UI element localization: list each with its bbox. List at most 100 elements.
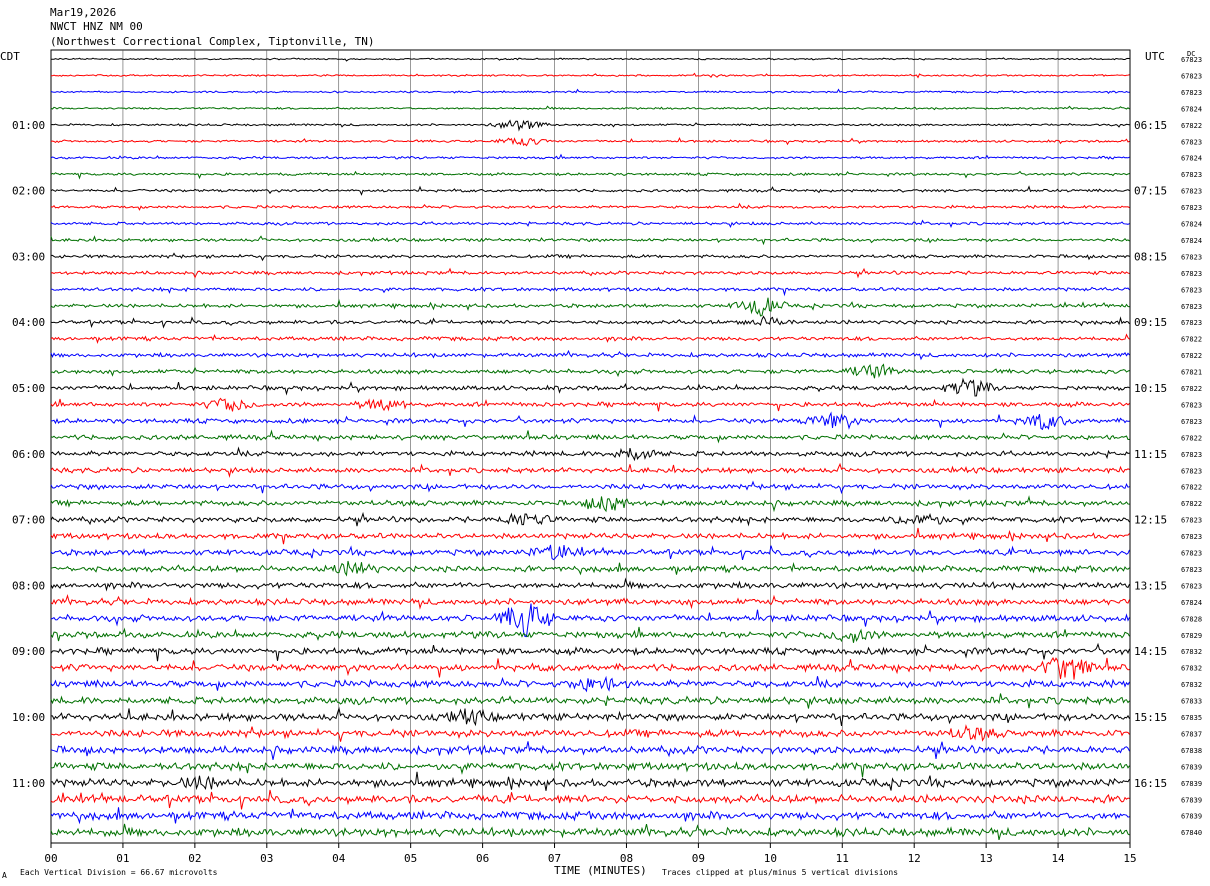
x-tick-label: 00: [44, 852, 57, 865]
dc-offset-label: 67823: [1181, 319, 1202, 327]
dc-offset-label: 67823: [1181, 418, 1202, 426]
trace-line: [50, 823, 1130, 841]
dc-offset-label: 67840: [1181, 829, 1202, 837]
right-hour-labels: 06:15 07:15 08:15 09:15 10:15 11:15 12:15 13:15…: [1134, 119, 1167, 790]
station-label: NWCT HNZ NM 00: [50, 20, 143, 33]
right-hour-label: 10:15: [1134, 382, 1167, 395]
trace-line: [50, 397, 1130, 412]
trace-line: [50, 807, 1130, 825]
trace-line: [50, 789, 1130, 810]
dc-offset-label: 67832: [1181, 648, 1202, 656]
dc-label: DC: [1187, 50, 1195, 58]
x-tick-label: 13: [980, 852, 993, 865]
left-hour-label: 11:00: [12, 777, 45, 790]
trace-line: [50, 119, 1130, 132]
dc-offset-label: 67822: [1181, 500, 1202, 508]
dc-offset-labels: 67823 67823 67823 67824 67822 67823 67824 67823…: [1181, 56, 1202, 837]
left-hour-label: 07:00: [12, 514, 45, 527]
dc-offset-label: 67823: [1181, 171, 1202, 179]
trace-line: [51, 72, 1130, 79]
trace-line: [50, 286, 1130, 297]
right-hour-label: 12:15: [1134, 514, 1167, 527]
trace-line: [50, 626, 1130, 643]
dc-offset-label: 67833: [1181, 698, 1202, 706]
trace-line: [50, 656, 1130, 680]
trace-line: [50, 544, 1130, 561]
x-tick-label: 10: [764, 852, 777, 865]
trace-line: [50, 462, 1130, 478]
scale-note: Each Vertical Division = 66.67 microvolt…: [20, 868, 218, 877]
trace-line: [50, 88, 1130, 94]
dc-offset-label: 67821: [1181, 369, 1202, 377]
corner-mark: A: [2, 871, 7, 880]
trace-line: [50, 760, 1130, 778]
right-timezone-label: UTC: [1145, 50, 1165, 63]
trace-line: [50, 170, 1130, 180]
dc-offset-label: 67822: [1181, 122, 1202, 130]
trace-line: [50, 511, 1130, 527]
dc-offset-label: 67823: [1181, 401, 1202, 409]
dc-offset-label: 67835: [1181, 714, 1202, 722]
trace-line: [50, 363, 1130, 379]
dc-offset-label: 67822: [1181, 336, 1202, 344]
trace-line: [50, 527, 1130, 545]
left-timezone-label: CDT: [0, 50, 20, 63]
trace-line: [50, 480, 1130, 495]
right-hour-label: 13:15: [1134, 579, 1167, 592]
dc-offset-label: 67837: [1181, 730, 1202, 738]
left-hour-label: 06:00: [12, 448, 45, 461]
right-hour-label: 09:15: [1134, 316, 1167, 329]
dc-offset-label: 67838: [1181, 747, 1202, 755]
dc-offset-label: 67824: [1181, 105, 1202, 113]
trace-line: [50, 495, 1130, 513]
dc-offset-label: 67822: [1181, 434, 1202, 442]
x-tick-label: 09: [692, 852, 705, 865]
dc-offset-label: 67824: [1181, 599, 1202, 607]
dc-offset-label: 67822: [1181, 484, 1202, 492]
x-tick-label: 15: [1123, 852, 1136, 865]
x-tick-label: 12: [908, 852, 921, 865]
dc-offset-label: 67824: [1181, 155, 1202, 163]
trace-line: [50, 577, 1130, 592]
x-tick-label: 05: [404, 852, 417, 865]
trace-line: [50, 675, 1130, 693]
dc-offset-label: 67832: [1181, 665, 1202, 673]
date-label: Mar19,2026: [50, 6, 116, 19]
dc-offset-label: 67823: [1181, 533, 1202, 541]
dc-offset-label: 67823: [1181, 253, 1202, 261]
traces: [50, 57, 1130, 841]
trace-line: [51, 252, 1130, 262]
dc-offset-label: 67839: [1181, 813, 1202, 821]
right-hour-label: 16:15: [1134, 777, 1167, 790]
dc-offset-label: 67823: [1181, 566, 1202, 574]
trace-line: [50, 741, 1130, 760]
left-hour-label: 08:00: [12, 579, 45, 592]
dc-offset-label: 67823: [1181, 303, 1202, 311]
x-tick-labels: 00 01 02 03 04 05 06 07 08 09 10 11 12 13 14 15: [44, 843, 1137, 865]
trace-line: [50, 593, 1130, 610]
trace-line: [50, 57, 1130, 62]
left-hour-label: 05:00: [12, 382, 45, 395]
x-tick-label: 04: [332, 852, 346, 865]
right-hour-label: 14:15: [1134, 645, 1167, 658]
x-tick-label: 06: [476, 852, 489, 865]
dc-offset-label: 67823: [1181, 467, 1202, 475]
dc-offset-label: 67823: [1181, 451, 1202, 459]
trace-line: [50, 642, 1130, 662]
dc-offset-label: 67823: [1181, 89, 1202, 97]
x-axis-label: TIME (MINUTES): [554, 864, 647, 877]
x-tick-label: 02: [188, 852, 201, 865]
dc-offset-label: 67823: [1181, 204, 1202, 212]
dc-offset-label: 67823: [1181, 188, 1202, 196]
plot-frame: [50, 49, 1131, 844]
dc-offset-label: 67823: [1181, 582, 1202, 590]
dc-offset-label: 67823: [1181, 517, 1202, 525]
trace-line: [51, 706, 1130, 727]
dc-offset-label: 67822: [1181, 385, 1202, 393]
trace-line: [50, 153, 1130, 161]
grid: [50, 49, 1131, 844]
dc-offset-label: 67839: [1181, 796, 1202, 804]
dc-offset-label: 67824: [1181, 221, 1202, 229]
location-label: (Northwest Correctional Complex, Tiptonv…: [50, 35, 375, 48]
